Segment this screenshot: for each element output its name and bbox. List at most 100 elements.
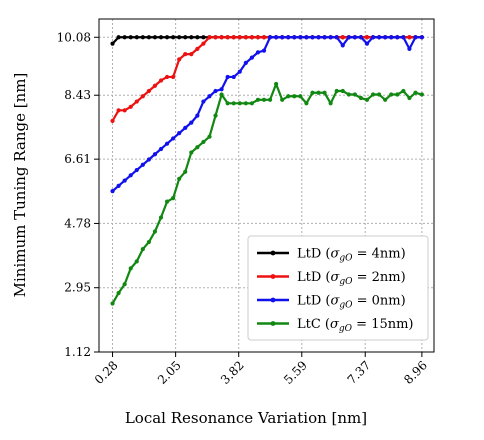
data-point: [322, 35, 327, 40]
data-point: [383, 35, 388, 40]
y-tick-label: 4.78: [64, 216, 91, 230]
data-point: [243, 35, 248, 40]
data-point: [219, 35, 224, 40]
legend-entry: LtC (σgO = 15nm): [257, 317, 414, 334]
x-tick-label: 2.05: [155, 358, 184, 387]
data-point: [110, 118, 115, 123]
legend-label-end: = 2nm): [353, 270, 406, 285]
data-point: [255, 35, 261, 40]
plot-frame: [98, 18, 435, 353]
data-point: [225, 101, 230, 106]
data-point: [177, 131, 182, 136]
data-point: [225, 74, 230, 80]
data-point: [177, 176, 182, 181]
data-point: [152, 229, 158, 234]
data-point: [364, 41, 370, 46]
legend-items: LtD (σgO = 4nm)LtD (σgO = 2nm)LtD (σgO =…: [257, 247, 414, 334]
data-point: [413, 35, 418, 40]
y-tick-label: 1.12: [64, 345, 91, 359]
data-point: [164, 35, 170, 40]
legend-sigma: σ: [330, 317, 340, 332]
legend-swatch-marker: [270, 297, 276, 303]
data-point: [255, 97, 261, 102]
legend-entry: LtD (σgO = 4nm): [257, 247, 406, 264]
x-tick-label: 8.96: [401, 358, 430, 387]
data-point: [122, 35, 127, 40]
data-point: [243, 101, 248, 106]
legend-label-start: LtD (: [297, 247, 330, 262]
series-2: [110, 35, 424, 194]
data-point: [274, 81, 279, 87]
data-point: [334, 88, 339, 94]
data-point: [128, 173, 133, 178]
data-point: [158, 215, 164, 220]
data-point: [280, 35, 285, 40]
data-point: [164, 141, 170, 146]
data-point: [298, 94, 303, 99]
data-point: [116, 108, 121, 113]
data-point: [383, 97, 388, 102]
series-1: [110, 35, 424, 123]
legend-swatch-marker: [270, 274, 276, 279]
data-point: [322, 90, 327, 95]
series-layer: [110, 35, 424, 306]
data-point: [134, 167, 139, 173]
data-point: [352, 35, 357, 40]
legend-label-end: = 4nm): [353, 247, 406, 262]
data-point: [140, 35, 145, 40]
data-point: [213, 35, 218, 40]
data-point: [334, 35, 339, 40]
data-point: [146, 88, 151, 94]
data-point: [346, 92, 351, 97]
data-point: [128, 266, 133, 271]
y-tick-label: 10.08: [57, 30, 91, 44]
data-point: [189, 150, 194, 155]
data-point: [364, 97, 370, 102]
data-point: [231, 101, 236, 106]
data-point: [116, 290, 121, 296]
data-point: [152, 35, 158, 40]
data-point: [134, 99, 139, 104]
data-point: [419, 35, 424, 40]
data-point: [183, 52, 188, 57]
data-point: [243, 60, 248, 66]
data-point: [110, 41, 115, 46]
legend-box: [247, 235, 429, 341]
legend-label-end: = 0nm): [353, 294, 406, 309]
data-point: [395, 35, 400, 40]
y-tick-label: 8.43: [64, 88, 91, 102]
data-point: [189, 52, 194, 57]
data-point: [237, 101, 242, 106]
data-point: [171, 196, 176, 201]
data-point: [389, 92, 394, 97]
data-point: [195, 145, 200, 150]
legend-label: LtC (σgO = 15nm): [297, 317, 414, 334]
data-point: [231, 74, 236, 80]
data-point: [128, 35, 133, 40]
data-point: [195, 46, 200, 51]
legend-label-end: = 15nm): [352, 317, 413, 332]
legend-sigma: σ: [330, 247, 340, 262]
data-point: [419, 92, 424, 97]
x-tick-label: 0.28: [92, 358, 121, 387]
data-point: [407, 46, 412, 51]
data-point: [352, 92, 357, 97]
data-point: [201, 139, 206, 145]
data-point: [310, 90, 315, 95]
data-point: [237, 69, 242, 74]
data-point: [207, 94, 212, 99]
data-point: [146, 157, 151, 162]
data-point: [201, 99, 206, 104]
data-point: [340, 35, 345, 40]
legend: LtD (σgO = 4nm)LtD (σgO = 2nm)LtD (σgO =…: [247, 235, 429, 341]
data-point: [110, 189, 115, 194]
series-3: [110, 81, 424, 306]
data-point: [237, 35, 242, 40]
data-point: [358, 35, 364, 40]
data-point: [249, 55, 254, 60]
data-point: [274, 35, 279, 40]
data-point: [225, 35, 230, 40]
legend-label-start: LtC (: [297, 317, 330, 332]
data-point: [213, 113, 218, 118]
